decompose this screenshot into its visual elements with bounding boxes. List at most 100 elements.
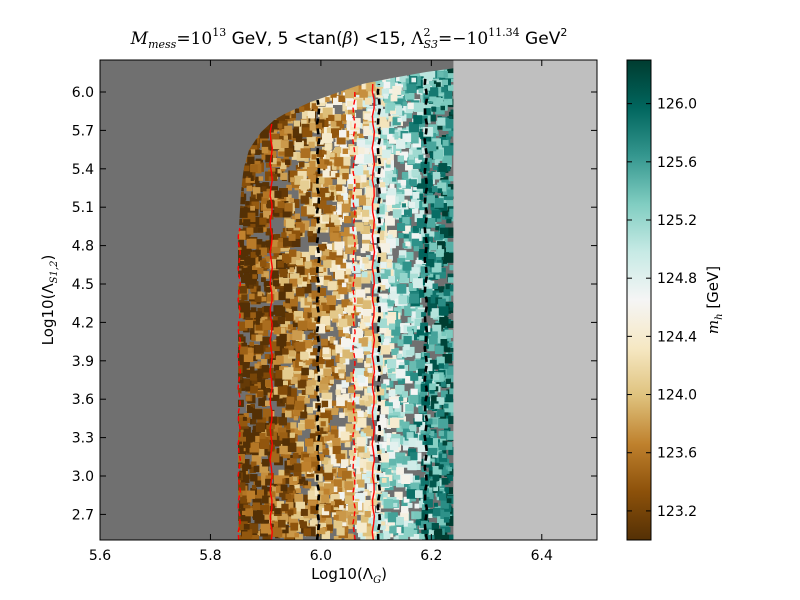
data-cell bbox=[445, 487, 453, 495]
data-cell bbox=[353, 451, 364, 462]
data-cell bbox=[238, 308, 249, 319]
data-cell bbox=[369, 164, 375, 170]
data-cell bbox=[327, 346, 337, 356]
data-cell bbox=[417, 185, 423, 192]
data-cell bbox=[448, 277, 454, 283]
data-cell bbox=[319, 307, 330, 318]
data-cell bbox=[258, 176, 264, 181]
data-cell bbox=[445, 468, 454, 477]
data-cell bbox=[316, 411, 321, 417]
data-cell bbox=[441, 411, 452, 422]
data-cell bbox=[448, 98, 457, 108]
data-cell bbox=[450, 346, 456, 352]
data-cell bbox=[329, 337, 336, 344]
data-cell bbox=[362, 236, 370, 244]
data-cell bbox=[378, 211, 386, 219]
data-cell bbox=[400, 396, 408, 403]
data-cell bbox=[292, 319, 300, 327]
data-cell bbox=[316, 283, 322, 288]
data-cell bbox=[290, 357, 296, 363]
data-cell bbox=[409, 475, 419, 486]
data-cell bbox=[263, 518, 273, 528]
data-cell bbox=[279, 287, 285, 294]
data-cell bbox=[261, 309, 271, 319]
data-cell bbox=[403, 186, 413, 196]
data-cell bbox=[262, 395, 267, 400]
data-cell bbox=[426, 474, 436, 484]
data-cell bbox=[403, 371, 414, 381]
data-cell bbox=[427, 344, 435, 352]
data-cell bbox=[261, 264, 268, 271]
data-cell bbox=[387, 531, 394, 538]
data-cell bbox=[296, 218, 302, 224]
data-cell bbox=[291, 305, 298, 312]
data-cell bbox=[374, 468, 382, 476]
data-cell bbox=[416, 375, 423, 382]
data-cell bbox=[345, 505, 351, 511]
data-cell bbox=[253, 476, 263, 485]
data-cell bbox=[442, 155, 452, 165]
data-cell bbox=[418, 500, 427, 508]
data-cell bbox=[357, 133, 365, 141]
data-cell bbox=[248, 506, 253, 510]
data-cell bbox=[312, 514, 318, 520]
data-cell bbox=[339, 214, 346, 221]
data-cell bbox=[256, 380, 267, 390]
data-cell bbox=[327, 340, 334, 347]
data-cell bbox=[434, 458, 439, 463]
data-cell bbox=[332, 475, 337, 480]
data-cell bbox=[356, 471, 366, 481]
data-cell bbox=[416, 188, 424, 196]
data-cell bbox=[256, 531, 262, 536]
data-cell bbox=[371, 484, 381, 493]
data-cell bbox=[424, 241, 433, 250]
data-cell bbox=[277, 291, 286, 301]
data-cell bbox=[344, 441, 351, 448]
data-cell bbox=[326, 93, 332, 99]
data-cell bbox=[379, 441, 389, 451]
data-cell bbox=[398, 250, 407, 258]
data-cell bbox=[350, 493, 359, 502]
data-cell bbox=[421, 509, 428, 516]
data-cell bbox=[386, 259, 393, 265]
data-cell bbox=[268, 259, 279, 269]
data-cell bbox=[291, 151, 300, 160]
data-cell bbox=[357, 181, 364, 189]
data-cell bbox=[297, 294, 305, 302]
data-cell bbox=[339, 314, 345, 320]
data-cell bbox=[443, 296, 449, 302]
data-cell bbox=[243, 310, 253, 320]
data-cell bbox=[443, 200, 454, 210]
data-cell bbox=[252, 429, 261, 439]
data-cell bbox=[246, 267, 252, 273]
data-cell bbox=[391, 347, 400, 356]
data-cell bbox=[273, 522, 282, 530]
data-cell bbox=[448, 111, 458, 121]
data-cell bbox=[441, 286, 448, 293]
data-cell bbox=[249, 196, 259, 206]
data-cell bbox=[404, 110, 413, 119]
data-cell bbox=[448, 398, 454, 404]
data-cell bbox=[389, 268, 398, 276]
data-cell bbox=[448, 447, 457, 456]
data-cell bbox=[336, 384, 343, 391]
data-cell bbox=[437, 402, 444, 408]
data-cell bbox=[419, 519, 429, 529]
data-cell bbox=[425, 461, 432, 468]
data-cell bbox=[442, 487, 449, 494]
data-cell bbox=[361, 412, 368, 418]
data-cell bbox=[441, 345, 448, 352]
data-cell bbox=[333, 536, 342, 540]
data-cell bbox=[249, 315, 258, 323]
data-cell bbox=[298, 189, 308, 200]
data-cell bbox=[309, 433, 320, 443]
data-cell bbox=[369, 523, 379, 533]
data-cell bbox=[264, 417, 269, 422]
data-cell bbox=[433, 502, 438, 507]
data-cell bbox=[417, 479, 422, 484]
data-cell bbox=[343, 511, 351, 518]
data-cell bbox=[240, 198, 246, 205]
data-cell bbox=[363, 220, 369, 226]
data-cell bbox=[383, 393, 389, 399]
